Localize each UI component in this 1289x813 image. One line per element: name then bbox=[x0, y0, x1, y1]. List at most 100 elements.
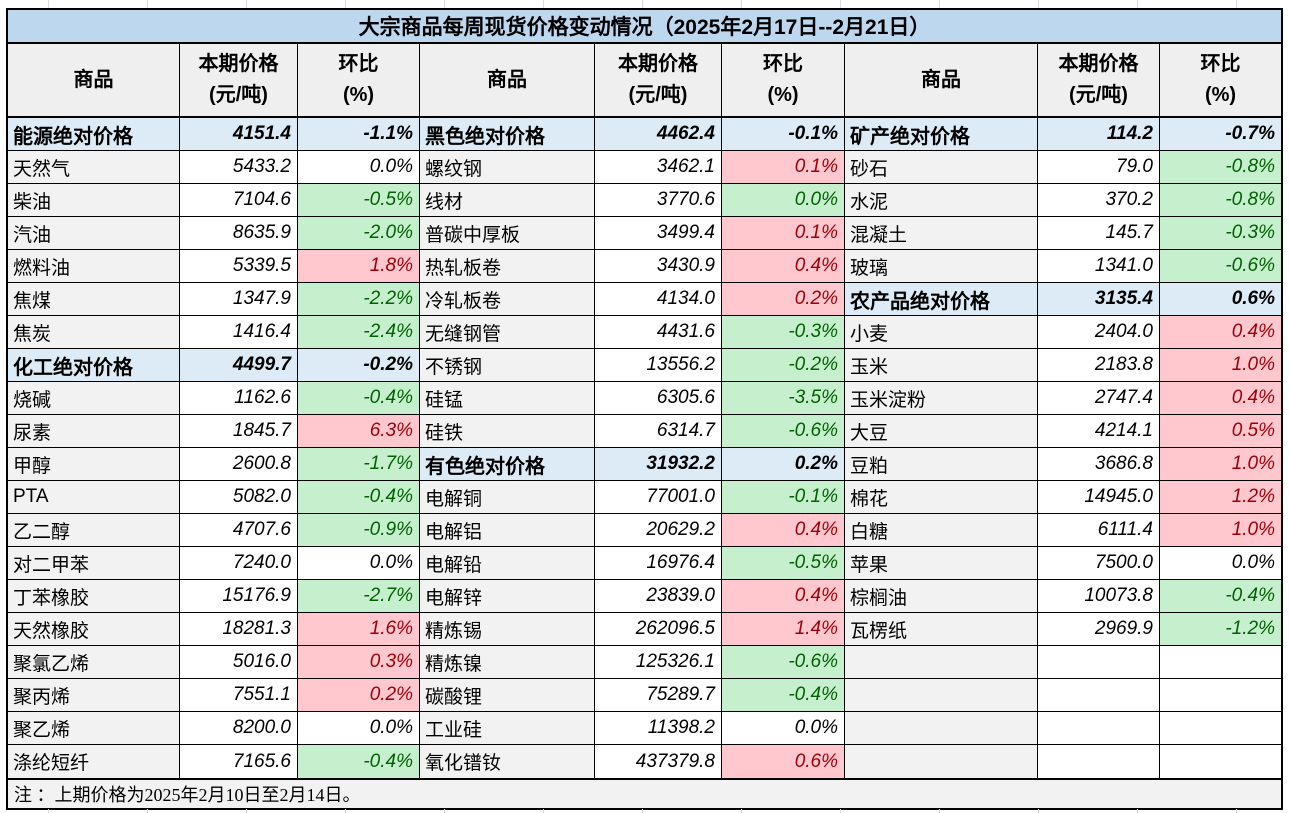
price-cell: 79.0 bbox=[1038, 151, 1160, 184]
commodity-cell: 对二甲苯 bbox=[8, 547, 180, 580]
price-cell: 3430.9 bbox=[595, 250, 722, 283]
pct-cell: -0.2% bbox=[722, 349, 845, 382]
commodity-cell: 农产品绝对价格 bbox=[845, 283, 1038, 316]
commodity-cell: 汽油 bbox=[8, 217, 180, 250]
pct-cell: 0.6% bbox=[722, 745, 845, 778]
price-cell: 2747.4 bbox=[1038, 382, 1160, 415]
commodity-cell: 涤纶短纤 bbox=[8, 745, 180, 778]
pct-cell: 0.4% bbox=[722, 580, 845, 613]
commodity-cell: 焦煤 bbox=[8, 283, 180, 316]
commodity-cell: 精炼锡 bbox=[420, 613, 595, 646]
price-cell: 4214.1 bbox=[1038, 415, 1160, 448]
pct-cell: 0.6% bbox=[1160, 283, 1281, 316]
commodity-cell: 硅锰 bbox=[420, 382, 595, 415]
pct-cell: -0.8% bbox=[1160, 151, 1281, 184]
header-pct-unit: (%) bbox=[342, 84, 375, 106]
pct-cell: 1.6% bbox=[298, 613, 420, 646]
header-price-unit: (元/吨) bbox=[628, 84, 688, 106]
commodity-cell: 水泥 bbox=[845, 184, 1038, 217]
pct-cell: 1.0% bbox=[1160, 514, 1281, 547]
header-commodity: 商品 bbox=[845, 44, 1038, 118]
price-cell: 2404.0 bbox=[1038, 316, 1160, 349]
pct-cell: -0.6% bbox=[722, 415, 845, 448]
price-cell: 3499.4 bbox=[595, 217, 722, 250]
price-cell: 3135.4 bbox=[1038, 283, 1160, 316]
pct-cell bbox=[1160, 679, 1281, 712]
commodity-cell: 小麦 bbox=[845, 316, 1038, 349]
pct-cell: 1.8% bbox=[298, 250, 420, 283]
price-cell: 14945.0 bbox=[1038, 481, 1160, 514]
price-cell: 5016.0 bbox=[180, 646, 298, 679]
price-cell: 114.2 bbox=[1038, 118, 1160, 151]
commodity-cell: 甲醇 bbox=[8, 448, 180, 481]
pct-cell: -2.4% bbox=[298, 316, 420, 349]
pct-cell bbox=[1160, 712, 1281, 745]
pct-cell: 0.4% bbox=[1160, 382, 1281, 415]
pct-cell: -0.1% bbox=[722, 481, 845, 514]
pct-cell: 0.1% bbox=[722, 151, 845, 184]
pct-cell: 1.2% bbox=[1160, 481, 1281, 514]
commodity-cell: 精炼镍 bbox=[420, 646, 595, 679]
commodity-cell: 无缝钢管 bbox=[420, 316, 595, 349]
header-pct-label: 环比 bbox=[763, 53, 803, 75]
price-cell: 6314.7 bbox=[595, 415, 722, 448]
price-cell: 145.7 bbox=[1038, 217, 1160, 250]
pct-cell: -2.0% bbox=[298, 217, 420, 250]
price-cell: 1162.6 bbox=[180, 382, 298, 415]
price-cell: 8635.9 bbox=[180, 217, 298, 250]
header-price-unit: (元/吨) bbox=[1069, 84, 1128, 106]
commodity-cell: 尿素 bbox=[8, 415, 180, 448]
pct-cell: 0.2% bbox=[722, 448, 845, 481]
price-cell: 13556.2 bbox=[595, 349, 722, 382]
pct-cell: 0.0% bbox=[298, 547, 420, 580]
header-pct-unit: (%) bbox=[767, 84, 799, 106]
header-pct-unit: (%) bbox=[1204, 84, 1237, 106]
price-cell: 75289.7 bbox=[595, 679, 722, 712]
header-price-label: 本期价格 bbox=[1058, 53, 1139, 75]
price-cell: 3686.8 bbox=[1038, 448, 1160, 481]
pct-cell: 1.4% bbox=[722, 613, 845, 646]
header-commodity: 商品 bbox=[8, 44, 180, 118]
price-cell: 7500.0 bbox=[1038, 547, 1160, 580]
header-price-unit: (元/吨) bbox=[209, 84, 268, 106]
price-cell: 2183.8 bbox=[1038, 349, 1160, 382]
price-cell: 77001.0 bbox=[595, 481, 722, 514]
commodity-cell: 聚丙烯 bbox=[8, 679, 180, 712]
pct-cell: 6.3% bbox=[298, 415, 420, 448]
price-cell: 4462.4 bbox=[595, 118, 722, 151]
pct-cell: 0.0% bbox=[298, 151, 420, 184]
pct-cell: -0.4% bbox=[298, 481, 420, 514]
commodity-cell: 普碳中厚板 bbox=[420, 217, 595, 250]
price-cell: 4151.4 bbox=[180, 118, 298, 151]
header-pct-label: 环比 bbox=[338, 53, 379, 75]
commodity-cell: 电解铝 bbox=[420, 514, 595, 547]
pct-cell: -0.6% bbox=[722, 646, 845, 679]
price-cell: 6111.4 bbox=[1038, 514, 1160, 547]
pct-cell: -0.1% bbox=[722, 118, 845, 151]
commodity-cell: 天然橡胶 bbox=[8, 613, 180, 646]
commodity-cell: 混凝土 bbox=[845, 217, 1038, 250]
commodity-cell: 碳酸锂 bbox=[420, 679, 595, 712]
price-cell: 6305.6 bbox=[595, 382, 722, 415]
commodity-cell: 玉米淀粉 bbox=[845, 382, 1038, 415]
price-cell: 2600.8 bbox=[180, 448, 298, 481]
pct-cell: 1.0% bbox=[1160, 349, 1281, 382]
pct-cell: 0.5% bbox=[1160, 415, 1281, 448]
price-cell: 4431.6 bbox=[595, 316, 722, 349]
commodity-cell: 白糖 bbox=[845, 514, 1038, 547]
commodity-cell: 天然气 bbox=[8, 151, 180, 184]
price-cell: 10073.8 bbox=[1038, 580, 1160, 613]
header-pct: 环比 (%) bbox=[1160, 44, 1281, 118]
commodity-cell: 不锈钢 bbox=[420, 349, 595, 382]
commodity-cell: 黑色绝对价格 bbox=[420, 118, 595, 151]
header-price: 本期价格 (元/吨) bbox=[1038, 44, 1160, 118]
commodity-cell bbox=[845, 712, 1038, 745]
pct-cell: 0.0% bbox=[298, 712, 420, 745]
header-price: 本期价格 (元/吨) bbox=[595, 44, 722, 118]
commodity-cell: 热轧板卷 bbox=[420, 250, 595, 283]
price-cell: 4707.6 bbox=[180, 514, 298, 547]
commodity-cell: 玻璃 bbox=[845, 250, 1038, 283]
commodity-cell: 棉花 bbox=[845, 481, 1038, 514]
footnote: 注 ：上期价格为2025年2月10日至2月14日。 bbox=[8, 778, 1281, 808]
